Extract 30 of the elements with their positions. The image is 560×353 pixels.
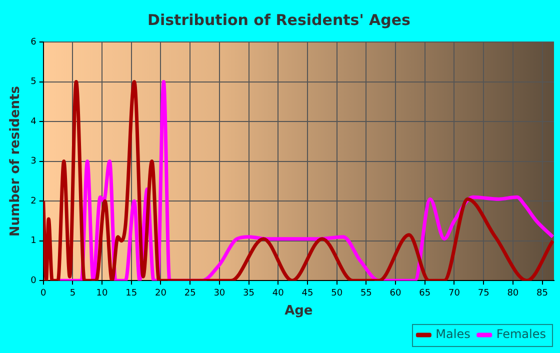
x-tick-label: 0 bbox=[40, 288, 46, 298]
x-tick-label: 60 bbox=[390, 288, 402, 298]
x-tick-label: 5 bbox=[70, 288, 76, 298]
y-tick-label: 6 bbox=[30, 37, 37, 48]
y-axis-title: Number of residents bbox=[8, 86, 24, 237]
x-tick-label: 75 bbox=[478, 288, 490, 298]
x-tick-label: 15 bbox=[126, 288, 138, 298]
y-tick-label: 4 bbox=[30, 116, 37, 127]
x-tick-label: 65 bbox=[419, 288, 431, 298]
x-axis-title: Age bbox=[284, 304, 313, 319]
x-tick-label: 20 bbox=[154, 288, 167, 298]
y-tick-label: 0 bbox=[30, 276, 37, 286]
x-tick-label: 55 bbox=[360, 288, 372, 298]
legend-label: Females bbox=[496, 327, 546, 342]
x-tick-label: 70 bbox=[448, 288, 460, 298]
y-tick-label: 5 bbox=[30, 77, 36, 88]
x-tick-label: 10 bbox=[96, 288, 108, 298]
x-tick-label: 40 bbox=[272, 288, 284, 298]
chart-title: Distribution of Residents' Ages bbox=[148, 10, 411, 29]
y-tick-label: 1 bbox=[30, 236, 36, 246]
x-tick-label: 50 bbox=[331, 288, 343, 298]
x-tick-label: 80 bbox=[507, 288, 519, 298]
y-tick-label: 2 bbox=[30, 196, 36, 206]
legend-label: Males bbox=[436, 327, 470, 342]
x-tick-label: 30 bbox=[214, 288, 226, 298]
x-tick-label: 35 bbox=[243, 288, 254, 298]
y-tick-label: 3 bbox=[30, 156, 36, 167]
x-tick-label: 85 bbox=[536, 288, 548, 298]
x-tick-label: 25 bbox=[184, 288, 196, 298]
x-tick-label: 45 bbox=[302, 288, 314, 298]
